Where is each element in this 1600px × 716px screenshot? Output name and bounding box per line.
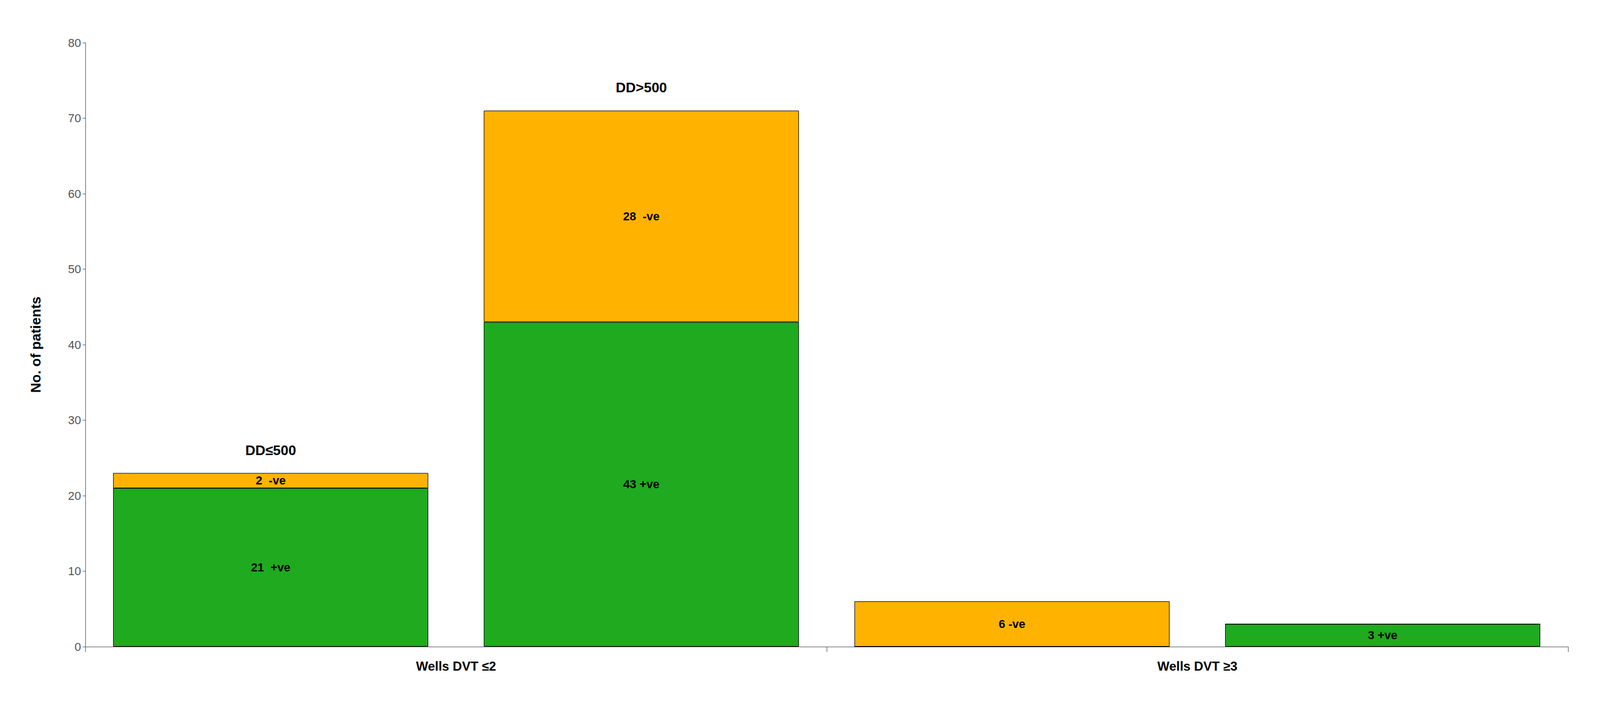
svg-text:Wells DVT ≥3: Wells DVT ≥3: [1157, 658, 1238, 674]
svg-text:Wells DVT ≤2: Wells DVT ≤2: [416, 658, 496, 674]
svg-text:30: 30: [68, 413, 82, 427]
svg-text:6 -ve: 6 -ve: [998, 617, 1026, 631]
svg-text:21 +ve: 21 +ve: [250, 560, 291, 574]
svg-text:28 -ve: 28 -ve: [622, 209, 660, 223]
svg-text:DD>500: DD>500: [615, 79, 667, 96]
svg-text:60: 60: [68, 187, 82, 201]
svg-text:No. of patients: No. of patients: [27, 296, 44, 394]
svg-text:80: 80: [68, 36, 82, 50]
svg-text:3 +ve: 3 +ve: [1368, 628, 1398, 642]
svg-text:20: 20: [68, 489, 82, 503]
svg-text:43 +ve: 43 +ve: [623, 477, 660, 491]
svg-text:50: 50: [68, 262, 82, 276]
svg-text:0: 0: [74, 640, 82, 654]
svg-text:70: 70: [68, 111, 82, 125]
svg-text:DD≤500: DD≤500: [245, 442, 296, 459]
svg-text:2 -ve: 2 -ve: [255, 473, 286, 487]
svg-text:10: 10: [68, 564, 82, 578]
svg-text:40: 40: [68, 338, 82, 352]
